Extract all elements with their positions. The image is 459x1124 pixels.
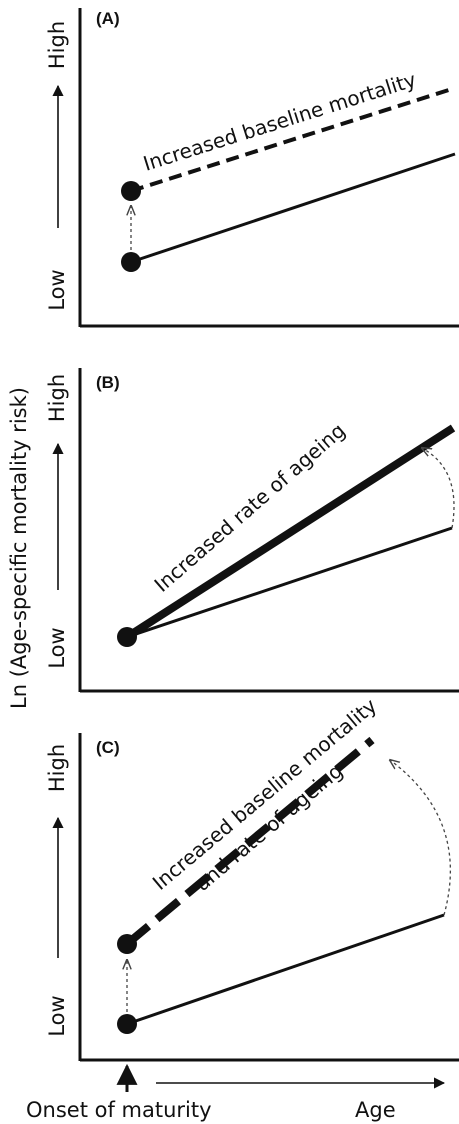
panel-c-rotation-arrow (390, 760, 451, 916)
panel-a-label: (A) (96, 9, 120, 28)
onset-of-maturity-label: Onset of maturity (26, 1098, 212, 1122)
panel-c-increased-point (117, 934, 137, 954)
panel-b-baseline (126, 526, 453, 639)
panel-c-low-label: Low (45, 995, 69, 1036)
panel-b-high-label: High (45, 374, 69, 422)
panel-a-increased-line (130, 86, 456, 193)
panel-b-annotation: Increased rate of ageing (150, 418, 350, 597)
panel-a-increased-point (121, 181, 141, 201)
panel-a-low-label: Low (45, 269, 69, 310)
y-axis-title: Ln (Age-specific mortality risk) (7, 387, 31, 709)
panel-b-rotation-arrow (422, 448, 455, 529)
panel-a-high-label: High (45, 21, 69, 69)
panel-a-annotation: Increased baseline mortality (140, 67, 419, 176)
panel-b-origin-point (117, 627, 137, 647)
panel-c-label: (C) (96, 738, 120, 757)
age-label: Age (355, 1098, 396, 1122)
panel-b-low-label: Low (45, 627, 69, 668)
panel-b: (B) High Low Increased rate of ageing (45, 368, 459, 693)
panel-a-baseline-point (121, 252, 141, 272)
panel-c-increased-line (124, 736, 375, 948)
panel-a-baseline (130, 152, 456, 264)
panel-c: (C) High Low Increased baseline mortalit… (45, 689, 459, 1062)
panel-b-increased-line (124, 424, 456, 641)
panel-a: (A) High Low Increased baseline mortalit… (45, 8, 459, 328)
panel-c-annotation-line1: Increased baseline mortality (148, 693, 382, 894)
panel-c-baseline (126, 913, 445, 1026)
panel-c-annotation: Increased baseline mortality and rate of… (148, 689, 404, 916)
panel-b-label: (B) (96, 373, 120, 392)
panel-c-baseline-point (117, 1014, 137, 1034)
panel-c-high-label: High (45, 744, 69, 792)
